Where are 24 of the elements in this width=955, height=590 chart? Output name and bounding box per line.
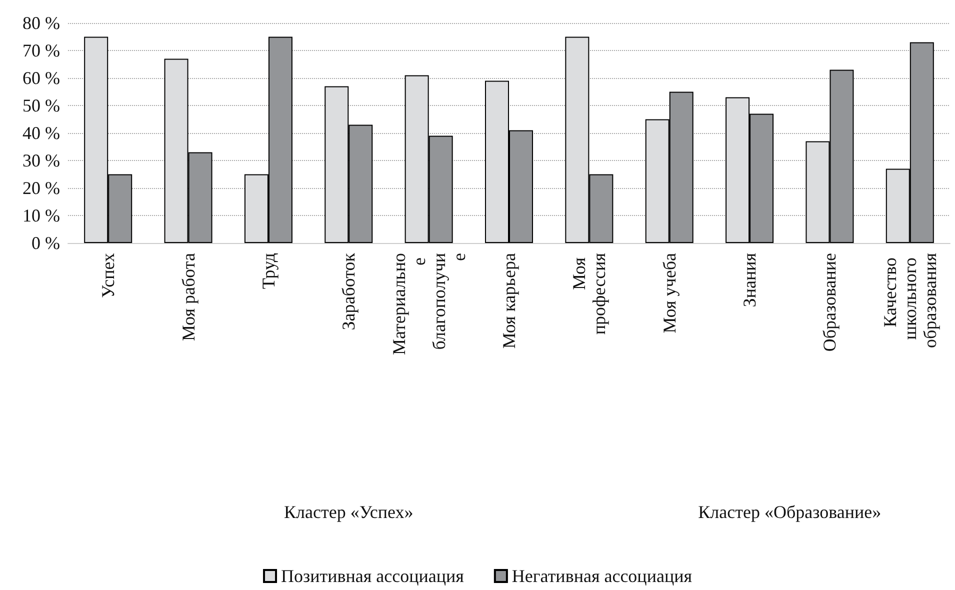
x-tick-label: Труд [258, 253, 278, 290]
y-tick-label: 80 % [22, 13, 60, 33]
legend-label: Негативная ассоциация [512, 566, 692, 586]
x-tick-label: Заработок [338, 252, 359, 330]
y-tick-label: 60 % [22, 68, 60, 88]
y-tick-label: 0 % [32, 233, 60, 253]
y-tick-label: 50 % [22, 96, 60, 116]
x-tick-label: Материальное благополучие [388, 252, 469, 355]
y-tick-label: 20 % [22, 178, 60, 198]
x-tick-label: Моя профессия [569, 253, 610, 335]
legend-label: Позитивная ассоциация [281, 566, 464, 586]
x-tick-label: Успех [98, 253, 118, 298]
y-tick-label: 10 % [22, 206, 60, 226]
text: Кластер «Образование» [698, 502, 882, 522]
y-tick-label: 40 % [22, 123, 60, 143]
x-tick-label: Моя учеба [659, 252, 680, 334]
x-tick-label: Моя работа [178, 252, 198, 341]
x-tick-label: Образование [820, 253, 840, 352]
y-tick-label: 70 % [22, 40, 60, 60]
x-tick-label: Моя карьера [499, 253, 519, 349]
y-tick-label: 30 % [22, 150, 60, 170]
x-tick-label: Знания [740, 253, 760, 308]
x-tick-label: Качество школьного образования [880, 253, 940, 348]
text: Кластер «Успех» [284, 502, 414, 522]
